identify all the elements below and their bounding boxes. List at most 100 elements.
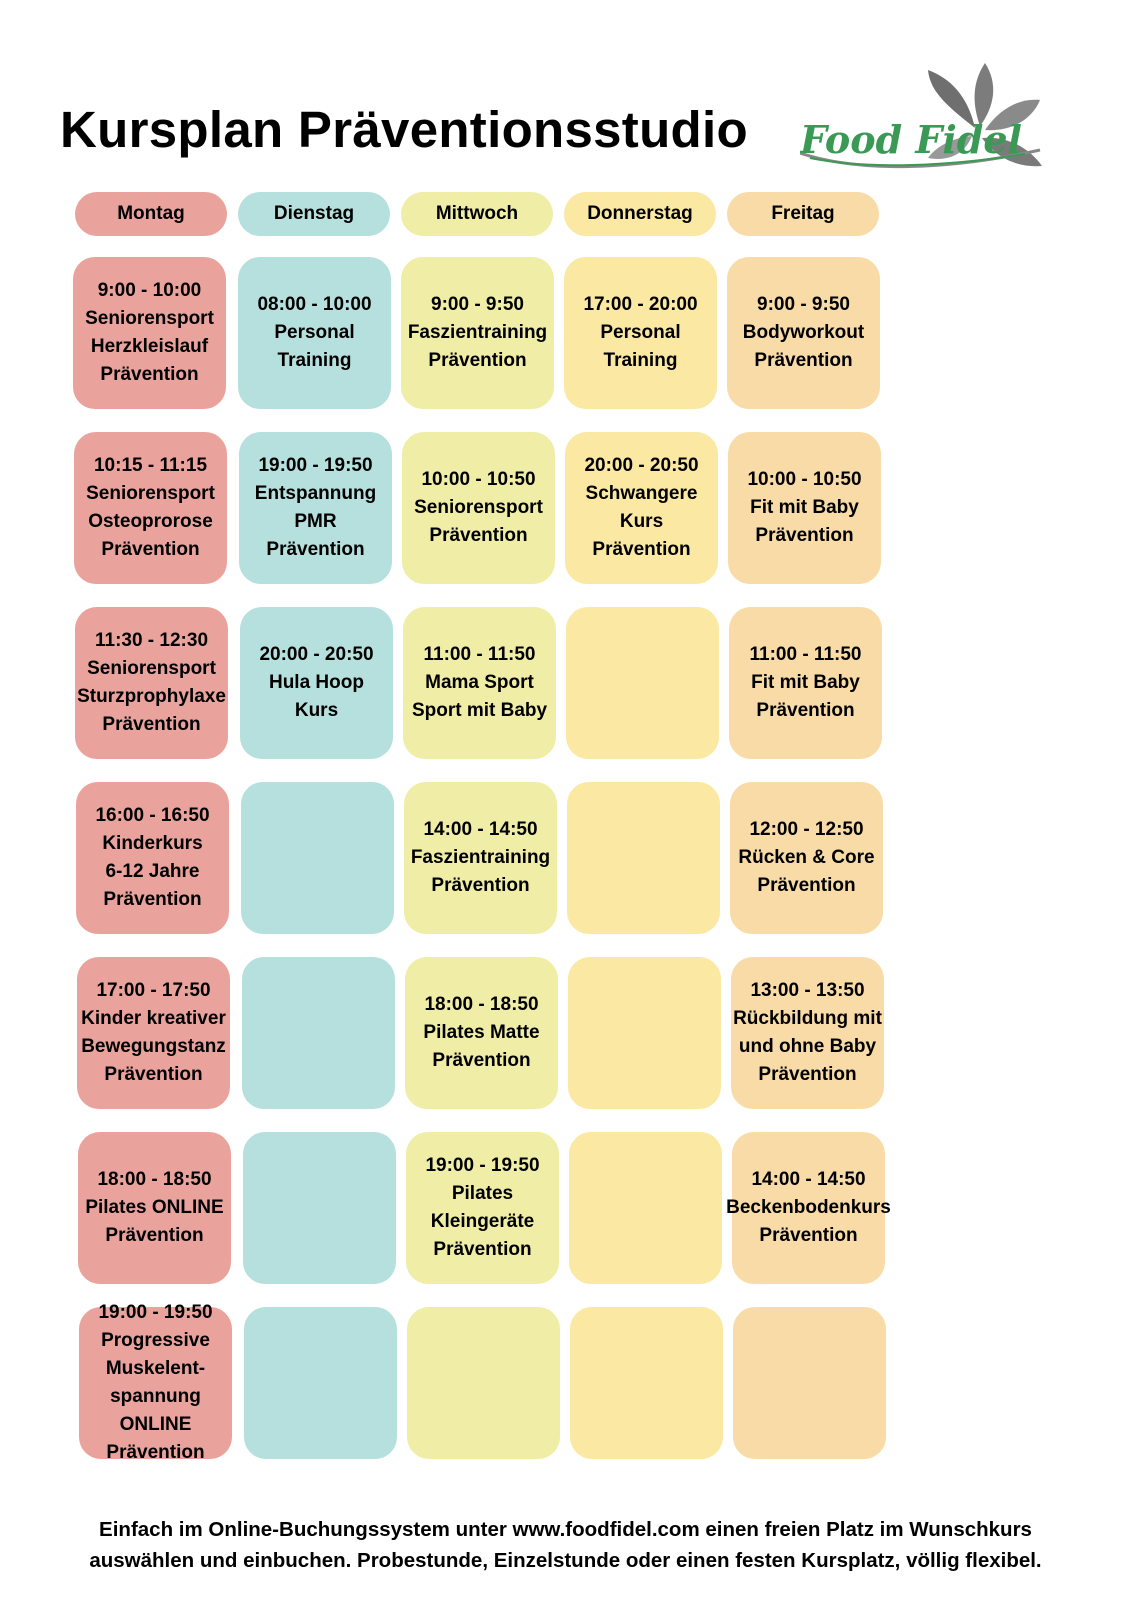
course-text: 16:00 - 16:50 Kinderkurs 6-12 Jahre Prävent… <box>95 802 209 914</box>
course-line: Sturzprophylaxe <box>77 686 226 707</box>
course-time: 9:00 - 9:50 <box>431 294 524 315</box>
course-line: Training <box>603 350 678 371</box>
course-line: Prävention <box>431 875 530 896</box>
course-text: 9:00 - 9:50 Bodyworkout Prävention <box>743 291 864 375</box>
course-card: 10:15 - 11:15 Seniorensport Osteoprorose Pr… <box>74 432 227 584</box>
course-time: 17:00 - 20:00 <box>583 294 698 315</box>
course-line: Prävention <box>104 1064 203 1085</box>
course-card: 13:00 - 13:50 Rückbildung mit und ohne Bab… <box>731 957 884 1109</box>
course-card: 19:00 - 19:50 Progressive Muskelent-spannu… <box>79 1302 232 1463</box>
course-text: 10:00 - 10:50 Seniorensport Prävention <box>414 466 543 550</box>
course-text: 10:15 - 11:15 Seniorensport Osteoprorose Pr… <box>86 452 215 564</box>
course-line: Schwangere <box>585 483 698 504</box>
course-line: Rücken & Core <box>738 847 875 868</box>
course-line: Prävention <box>429 525 528 546</box>
course-text: 10:00 - 10:50 Fit mit Baby Prävention <box>747 466 861 550</box>
course-line: Prävention <box>433 1239 532 1260</box>
course-time: 20:00 - 20:50 <box>259 644 374 665</box>
course-card: 11:00 - 11:50 Mama Sport Sport mit Baby <box>403 607 556 759</box>
page-title: Kursplan Präventionsstudio <box>60 101 748 158</box>
course-line: ONLINE <box>119 1414 192 1435</box>
empty-slot <box>243 1132 396 1284</box>
course-line: Personal <box>274 322 355 343</box>
course-time: 12:00 - 12:50 <box>749 819 864 840</box>
course-time: 20:00 - 20:50 <box>584 455 699 476</box>
empty-slot <box>241 782 394 934</box>
course-line: Kinderkurs <box>102 833 203 854</box>
course-text: 08:00 - 10:00 Personal Training <box>257 291 371 375</box>
course-line: Entspannung <box>254 483 377 504</box>
course-time: 16:00 - 16:50 <box>95 805 210 826</box>
footer-line-2: auswählen und einbuchen. Probestunde, Ei… <box>89 1549 1042 1572</box>
course-line: Progressive <box>101 1330 210 1351</box>
day-header-2: Mittwoch <box>401 192 553 236</box>
empty-slot <box>244 1307 397 1459</box>
course-time: 13:00 - 13:50 <box>750 980 865 1001</box>
course-line: Pilates ONLINE <box>85 1197 224 1218</box>
course-card: 9:00 - 10:00 Seniorensport Herzkleislauf Pr… <box>73 257 226 409</box>
course-text: 20:00 - 20:50 Schwangere Kurs Prävention <box>584 452 698 564</box>
course-text: 18:00 - 18:50 Pilates ONLINE Prävention <box>85 1166 223 1250</box>
course-text: 9:00 - 10:00 Seniorensport Herzkleislauf Pr… <box>85 277 214 389</box>
course-line: Faszientraining <box>410 847 551 868</box>
course-line: Kurs <box>294 700 339 721</box>
day-header-3: Donnerstag <box>564 192 716 236</box>
course-time: 14:00 - 14:50 <box>423 819 538 840</box>
course-text: 19:00 - 19:50 Entspannung PMR Prävention <box>255 452 376 564</box>
day-header-0: Montag <box>75 192 227 236</box>
course-text: 14:00 - 14:50 Faszientraining Prävention <box>411 816 550 900</box>
course-line: Prävention <box>432 1050 531 1071</box>
course-card: 08:00 - 10:00 Personal Training <box>238 257 391 409</box>
day-header-4: Freitag <box>727 192 879 236</box>
course-time: 19:00 - 19:50 <box>425 1155 540 1176</box>
day-header-1: Dienstag <box>238 192 390 236</box>
course-line: Seniorensport <box>86 483 215 504</box>
course-line: Herzkleislauf <box>90 336 209 357</box>
course-line: 6-12 Jahre <box>105 861 200 882</box>
course-line: Fit mit Baby <box>750 497 859 518</box>
course-card: 18:00 - 18:50 Pilates ONLINE Prävention <box>78 1132 231 1284</box>
course-line: Prävention <box>100 364 199 385</box>
empty-slot <box>567 782 720 934</box>
course-time: 18:00 - 18:50 <box>424 994 539 1015</box>
course-line: Kurs <box>619 511 664 532</box>
course-card: 11:00 - 11:50 Fit mit Baby Prävention <box>729 607 882 759</box>
course-line: Prävention <box>102 714 201 735</box>
course-time: 18:00 - 18:50 <box>97 1169 212 1190</box>
empty-slot <box>733 1307 886 1459</box>
course-time: 10:00 - 10:50 <box>747 469 862 490</box>
course-time: 11:00 - 11:50 <box>423 644 536 665</box>
course-line: Kleingeräte <box>430 1211 535 1232</box>
course-text: 14:00 - 14:50 Beckenbodenkurs Prävention <box>726 1166 891 1250</box>
course-time: 17:00 - 17:50 <box>96 980 211 1001</box>
course-line: Bewegungstanz <box>81 1036 226 1057</box>
course-card: 14:00 - 14:50 Faszientraining Prävention <box>404 782 557 934</box>
course-line: Personal <box>600 322 681 343</box>
course-line: Sport mit Baby <box>411 700 548 721</box>
empty-slot <box>566 607 719 759</box>
leaf-icon: Food Fidel <box>799 63 1042 169</box>
course-line: Prävention <box>757 875 856 896</box>
course-line: Beckenbodenkurs <box>726 1197 891 1218</box>
course-line: spannung <box>110 1386 201 1407</box>
course-time: 19:00 - 19:50 <box>98 1302 213 1323</box>
course-line: Prävention <box>103 889 202 910</box>
course-card: 17:00 - 20:00 Personal Training <box>564 257 717 409</box>
course-line: Seniorensport <box>87 658 216 679</box>
course-time: 10:00 - 10:50 <box>421 469 536 490</box>
course-card: 10:00 - 10:50 Fit mit Baby Prävention <box>728 432 881 584</box>
course-card: 14:00 - 14:50 Beckenbodenkurs Prävention <box>726 1132 891 1284</box>
course-text: 17:00 - 20:00 Personal Training <box>583 291 697 375</box>
course-line: Seniorensport <box>414 497 543 518</box>
course-line: Muskelent- <box>105 1358 206 1379</box>
logo: Food Fidel <box>799 58 1060 188</box>
course-text: 19:00 - 19:50 Pilates Kleingeräte Präventio… <box>425 1152 539 1264</box>
course-text: 12:00 - 12:50 Rücken & Core Prävention <box>738 816 874 900</box>
course-text: 11:00 - 11:50 Mama Sport Sport mit Baby <box>412 641 547 725</box>
course-line: Mama Sport <box>425 672 534 693</box>
course-line: Prävention <box>101 539 200 560</box>
course-card: 16:00 - 16:50 Kinderkurs 6-12 Jahre Prävent… <box>76 782 229 934</box>
course-line: Prävention <box>759 1225 858 1246</box>
course-card: 12:00 - 12:50 Rücken & Core Prävention <box>730 782 883 934</box>
course-line: und ohne Baby <box>738 1036 877 1057</box>
